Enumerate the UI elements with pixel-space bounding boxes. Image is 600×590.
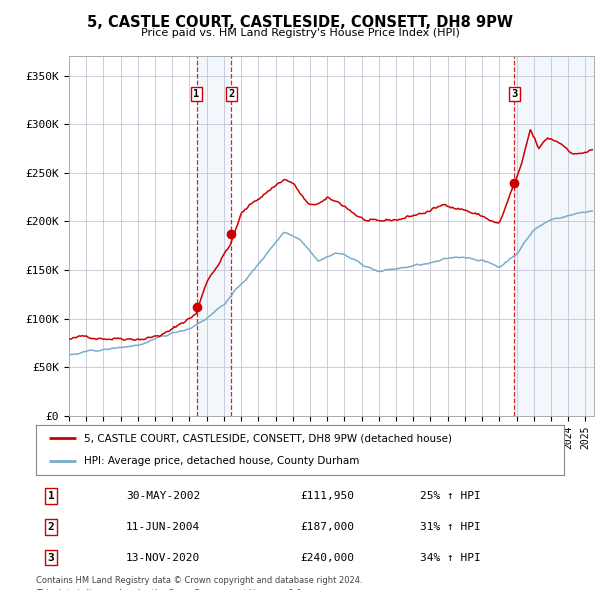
Text: £111,950: £111,950 bbox=[300, 491, 354, 501]
Text: 2: 2 bbox=[47, 522, 55, 532]
Text: 5, CASTLE COURT, CASTLESIDE, CONSETT, DH8 9PW (detached house): 5, CASTLE COURT, CASTLESIDE, CONSETT, DH… bbox=[83, 433, 452, 443]
Text: 3: 3 bbox=[47, 553, 55, 562]
Text: 30-MAY-2002: 30-MAY-2002 bbox=[126, 491, 200, 501]
Bar bbox=[514, 56, 594, 416]
Text: 13-NOV-2020: 13-NOV-2020 bbox=[126, 553, 200, 562]
Text: £187,000: £187,000 bbox=[300, 522, 354, 532]
Text: Contains HM Land Registry data © Crown copyright and database right 2024.: Contains HM Land Registry data © Crown c… bbox=[36, 576, 362, 585]
Text: £240,000: £240,000 bbox=[300, 553, 354, 562]
Text: 1: 1 bbox=[47, 491, 55, 501]
Text: HPI: Average price, detached house, County Durham: HPI: Average price, detached house, Coun… bbox=[83, 457, 359, 467]
Text: 11-JUN-2004: 11-JUN-2004 bbox=[126, 522, 200, 532]
Text: 1: 1 bbox=[193, 89, 200, 99]
Text: 25% ↑ HPI: 25% ↑ HPI bbox=[420, 491, 481, 501]
Bar bbox=[197, 56, 232, 416]
Text: 31% ↑ HPI: 31% ↑ HPI bbox=[420, 522, 481, 532]
Text: 3: 3 bbox=[511, 89, 517, 99]
Text: This data is licensed under the Open Government Licence v3.0.: This data is licensed under the Open Gov… bbox=[36, 589, 304, 590]
Text: Price paid vs. HM Land Registry's House Price Index (HPI): Price paid vs. HM Land Registry's House … bbox=[140, 28, 460, 38]
Text: 34% ↑ HPI: 34% ↑ HPI bbox=[420, 553, 481, 562]
Text: 2: 2 bbox=[229, 89, 235, 99]
Text: 5, CASTLE COURT, CASTLESIDE, CONSETT, DH8 9PW: 5, CASTLE COURT, CASTLESIDE, CONSETT, DH… bbox=[87, 15, 513, 30]
